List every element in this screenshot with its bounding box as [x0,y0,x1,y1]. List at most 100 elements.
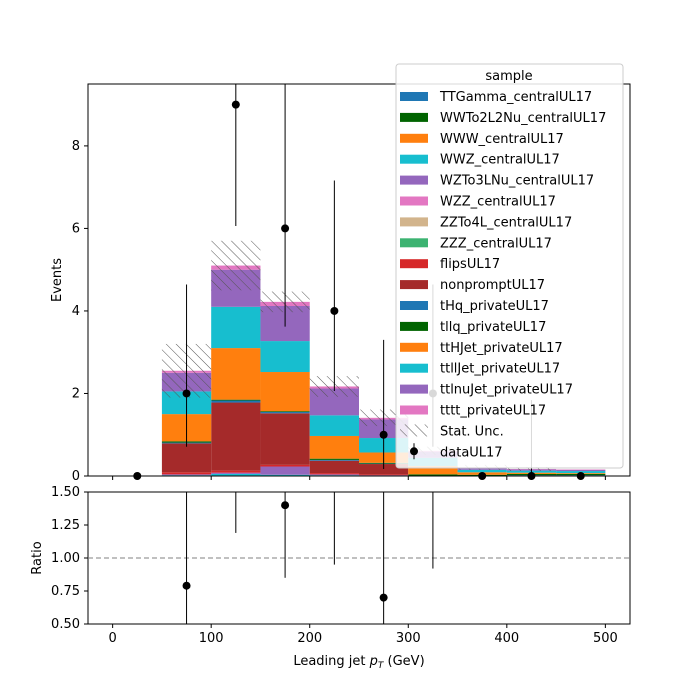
ratio-points [88,492,630,624]
main-ytick-label: 4 [72,304,80,319]
legend-swatch-tttt_privateUL17 [400,405,428,415]
legend-label-WZZ_centralUL17: WZZ_centralUL17 [440,195,556,210]
legend-label-TTGamma_centralUL17: TTGamma_centralUL17 [439,90,592,105]
legend-label-stat-unc: Stat. Unc. [440,424,504,439]
ratio-plot-panel: 0.50 0.75 1.00 1.25 1.50 0 100 200 300 400 500 Ra… [30,485,631,671]
bar-ttlnuJet_privateUL17-bin-9 [556,469,606,472]
legend-swatch-nonpromptUL17 [400,280,428,290]
ratio-x-ticks: 0 100 200 300 400 500 [108,624,618,646]
legend-label-WWTo2L2Nu_centralUL17: WWTo2L2Nu_centralUL17 [440,111,606,126]
legend-label-ZZTo4L_centralUL17: ZZTo4L_centralUL17 [440,215,572,230]
legend-swatch-ttHJet_privateUL17 [400,342,428,352]
bar-flipsUL17-bin-2 [211,470,261,473]
bar-nonpromptUL17-bin-2 [211,402,261,471]
ratio-point-2 [281,501,290,510]
bar-ttllJet_privateUL17-bin-3 [260,341,310,373]
main-ytick-label: 8 [72,139,80,154]
legend-label-ttlnuJet_privateUL17: ttlnuJet_privateUL17 [440,383,573,398]
legend-swatch-WWZ_centralUL17 [400,154,428,164]
main-ytick-label: 2 [72,386,80,401]
bar-ttHJet_privateUL17-bin-2 [211,348,261,400]
legend-title: sample [485,69,532,84]
bar-nonpromptUL17-bin-4 [309,460,359,474]
ratio-xtick-label: 500 [593,631,618,646]
legend-label-tllq_privateUL17: tllq_privateUL17 [440,320,546,335]
legend-data-marker [410,447,418,456]
data-point-3 [281,224,290,233]
legend-label-data: dataUL17 [440,445,503,460]
data-point-5 [379,430,388,439]
bar-flipsUL17-bin-4 [309,473,359,475]
legend-label-ttllJet_privateUL17: ttllJet_privateUL17 [440,362,560,377]
stat-unc-band-bin-2 [211,240,261,291]
bar-nonpromptUL17-bin-5 [359,464,409,475]
legend-swatch-stat-unc [400,424,428,437]
main-y-ticks: 0 2 4 6 8 [72,139,88,484]
data-point-2 [231,100,240,109]
bar-tllq_privateUL17-bin-2 [211,399,261,401]
ratio-y-ticks: 0.50 0.75 1.00 1.25 1.50 [51,485,88,632]
legend-swatch-ttlnuJet_privateUL17 [400,384,428,394]
bar-tllq_privateUL17-bin-6 [408,474,458,476]
legend-box [395,63,624,469]
bar-ttllJet_privateUL17-bin-4 [309,415,359,436]
legend-label-WZTo3LNu_centralUL17: WZTo3LNu_centralUL17 [440,174,594,189]
legend-swatch-TTGamma_centralUL17 [400,92,428,101]
bar-ttHJet_privateUL17-bin-6 [408,466,458,475]
ratio-ytick-label: 1.50 [51,485,80,500]
legend-label-tHq_privateUL17: tHq_privateUL17 [440,299,549,314]
legend-label-nonpromptUL17: nonpromptUL17 [440,278,545,293]
legend-items: TTGamma_centralUL17 WWTo2L2Nu_centralUL17… [400,90,606,460]
bar-tllq_privateUL17-bin-3 [260,411,310,413]
legend-swatch-ZZZ_centralUL17 [400,238,428,248]
ratio-point-0 [182,581,191,590]
ratio-ytick-label: 1.00 [51,551,80,566]
bar-tHq_privateUL17-bin-2 [211,400,261,403]
ratio-xtick-label: 200 [297,631,322,646]
legend-swatch-tHq_privateUL17 [400,301,428,310]
legend-swatch-tllq_privateUL17 [400,321,428,331]
legend-label-ttHJet_privateUL17: ttHJet_privateUL17 [440,341,563,356]
main-axes-frame [87,83,631,477]
ratio-xtick-label: 0 [108,631,116,646]
bar-ttHJet_privateUL17-bin-3 [260,372,310,412]
main-ytick-label: 0 [72,469,80,484]
x-axis-label: Leading jet pT (GeV) [293,654,424,671]
bar-ttllJet_privateUL17-bin-2 [211,306,261,349]
bar-nonpromptUL17-bin-3 [260,413,310,465]
bar-tHq_privateUL17-bin-4 [309,459,359,461]
data-point-4 [330,306,339,315]
bar-ttllJet_privateUL17-bin-7 [457,469,507,473]
bar-WWZ_centralUL17-bin-3 [260,474,310,476]
bar-flipsUL17-bin-5 [359,474,409,476]
legend-label-WWW_centralUL17: WWW_centralUL17 [440,132,564,147]
data-point-1 [182,389,191,398]
legend-label-WWZ_centralUL17: WWZ_centralUL17 [440,153,560,168]
main-y-axis-label: Events [50,258,65,302]
ratio-ytick-label: 1.25 [51,518,80,533]
bar-WZTo3LNu_centralUL17-bin-1 [161,474,212,476]
bar-flipsUL17-bin-3 [260,464,310,467]
legend: sample TTGamma_centralUL17 WWTo2L2Nu_cent… [395,63,624,469]
main-x-ticks [112,476,606,480]
bar-tHq_privateUL17-bin-3 [260,412,310,414]
bar-flipsUL17-bin-1 [161,472,212,475]
ratio-y-axis-label: Ratio [30,541,45,574]
legend-label-tttt_privateUL17: tttt_privateUL17 [440,404,546,419]
bar-tllq_privateUL17-bin-4 [309,458,359,460]
bar-ttHJet_privateUL17-bin-4 [309,435,359,459]
ratio-xtick-label: 300 [396,631,421,646]
legend-swatch-WZTo3LNu_centralUL17 [400,175,428,185]
legend-swatch-WWTo2L2Nu_centralUL17 [400,112,428,122]
legend-label-ZZZ_centralUL17: ZZZ_centralUL17 [440,236,552,251]
ratio-xtick-label: 100 [199,631,224,646]
main-ytick-label: 6 [72,221,80,236]
bar-nonpromptUL17-bin-1 [161,443,212,473]
legend-swatch-ZZTo4L_centralUL17 [400,217,428,227]
ratio-point-4 [379,593,388,602]
legend-swatch-flipsUL17 [400,259,428,269]
ratio-ytick-label: 0.75 [51,584,80,599]
legend-swatch-WWW_centralUL17 [400,133,428,143]
legend-swatch-WZZ_centralUL17 [400,196,428,206]
